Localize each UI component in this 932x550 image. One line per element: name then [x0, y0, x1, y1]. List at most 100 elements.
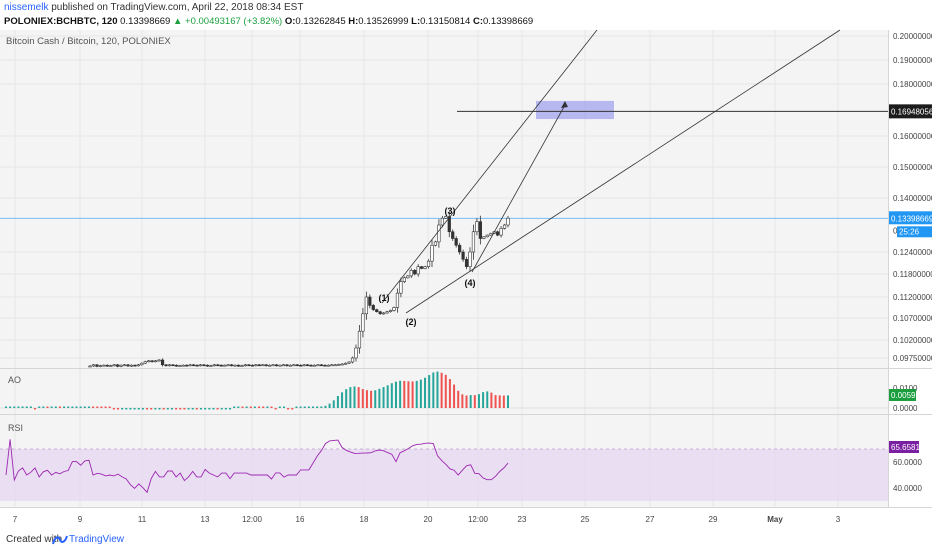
candle: [402, 277, 406, 282]
ao-bar: [233, 406, 236, 408]
ao-bar: [428, 375, 431, 408]
candle: [288, 364, 292, 367]
ao-bar: [133, 408, 136, 410]
candle: [350, 357, 355, 363]
candle: [399, 281, 403, 294]
candle: [433, 241, 438, 246]
ao-title: AO: [8, 375, 21, 385]
ao-bar: [212, 408, 215, 410]
tradingview-brand[interactable]: TradingView: [69, 534, 125, 545]
candle: [361, 313, 365, 332]
rsi-line: [5, 439, 509, 494]
candle: [485, 234, 489, 238]
ao-bar: [253, 406, 256, 408]
ao-bar: [407, 381, 410, 408]
candle: [243, 364, 248, 367]
ao-bar: [394, 381, 397, 408]
chart-canvas[interactable]: Bitcoin Cash / Bitcoin, 120, POLONIEX AO…: [0, 0, 932, 530]
x-tick-label: 16: [296, 515, 305, 524]
ao-bar: [183, 408, 186, 410]
candle: [95, 364, 99, 367]
ao-bar: [67, 406, 70, 408]
candle: [292, 364, 296, 367]
candle: [136, 364, 140, 367]
ao-bar: [129, 408, 132, 410]
candle: [499, 228, 503, 236]
candle: [458, 244, 462, 253]
open-label: O:: [284, 16, 296, 27]
candle: [409, 270, 413, 277]
ao-bar: [179, 408, 182, 410]
candle: [364, 296, 368, 315]
candle: [160, 359, 165, 366]
upper-channel-line: [381, 29, 598, 304]
candle: [475, 221, 479, 233]
ao-bar: [287, 408, 290, 410]
candle: [340, 363, 344, 366]
ao-bar: [92, 406, 95, 408]
candle: [309, 364, 313, 367]
candle: [122, 364, 127, 367]
ao-bar: [270, 406, 273, 408]
candle: [344, 362, 348, 365]
candle: [478, 221, 482, 239]
last-value: 0.13398669: [120, 16, 171, 27]
ao-bar: [166, 408, 169, 410]
ao-pane[interactable]: [0, 369, 888, 414]
ao-bar: [262, 406, 265, 408]
countdown-box: [897, 226, 932, 238]
target-zone[interactable]: [457, 100, 888, 120]
candle: [489, 233, 493, 236]
ao-bar: [336, 395, 339, 408]
ao-bar: [9, 406, 12, 408]
ao-bar: [241, 406, 244, 408]
ao-bar: [162, 408, 165, 410]
ao-bar: [307, 406, 310, 408]
candle: [496, 231, 500, 236]
candle: [205, 364, 210, 367]
publish-info: nissemelk published on TradingView.com, …: [4, 2, 303, 13]
candle: [337, 364, 341, 366]
ao-bar: [448, 379, 451, 408]
ao-bar: [370, 390, 373, 408]
ohlc-legend: POLONIEX:BCHBTC, 120 0.13398669 ▲ +0.004…: [4, 16, 533, 27]
ao-bar: [386, 385, 389, 408]
y-tick-label: 0.09750000: [893, 354, 932, 363]
candle: [88, 365, 92, 368]
candle: [247, 364, 251, 367]
price-pane[interactable]: [0, 30, 888, 368]
rsi-band: [0, 448, 888, 501]
ao-bar: [58, 406, 61, 408]
candle: [198, 364, 203, 367]
ao-bar: [473, 395, 476, 408]
ao-bar: [374, 390, 377, 408]
ao-bar: [365, 390, 368, 408]
arrow-head-icon: [561, 101, 568, 108]
candle: [468, 251, 472, 267]
last-price-label: 0.13398669: [891, 214, 932, 223]
candle: [181, 364, 185, 367]
trend-drawings[interactable]: [381, 29, 841, 314]
ao-bar: [87, 406, 90, 408]
ao-bar: [266, 406, 269, 408]
ao-bar: [403, 380, 406, 408]
lower-channel-line: [405, 29, 841, 314]
candle: [388, 310, 393, 313]
candle: [178, 365, 182, 367]
wave-labels: (1) (2) (3) (4): [379, 206, 476, 327]
candle: [444, 216, 448, 219]
ao-bar: [46, 406, 49, 408]
candle: [167, 364, 172, 367]
candle: [91, 364, 96, 367]
y-tick-label: 0.10200000: [893, 336, 932, 345]
candle: [333, 364, 337, 367]
y-axis-labels: 0.20000000 0.19000000 0.18000000 0.16000000…: [889, 32, 932, 493]
ao-value-label: 0.0059: [891, 391, 916, 400]
author-link[interactable]: nissemelk: [4, 2, 49, 13]
candle: [281, 364, 286, 367]
ao-bar: [195, 408, 198, 410]
rsi-value-box: [889, 441, 919, 453]
ao-bar: [96, 406, 99, 408]
pane-separators: [0, 30, 932, 508]
x-tick-label: 3: [836, 515, 841, 524]
